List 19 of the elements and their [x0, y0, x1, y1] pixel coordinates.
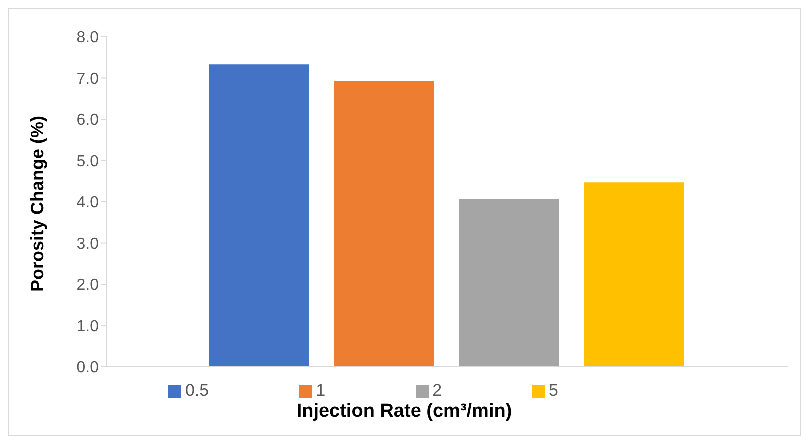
- y-axis-title: Porosity Change (%): [27, 116, 48, 292]
- y-tick-label: 5.0: [76, 153, 100, 170]
- y-tick-label: 4.0: [76, 194, 100, 212]
- legend-label: 0.5: [185, 381, 210, 400]
- y-tick-label: 8.0: [76, 30, 100, 47]
- y-tick-label: 7.0: [76, 70, 100, 88]
- legend-label: 1: [316, 381, 326, 400]
- bar: [334, 81, 434, 367]
- y-tick-label: 6.0: [76, 112, 100, 130]
- bar: [459, 200, 560, 367]
- legend-label: 2: [432, 381, 442, 400]
- y-tick-label: 1.0: [76, 318, 100, 336]
- x-axis-title: Injection Rate (cm³/min): [296, 401, 514, 423]
- y-tick-label: 3.0: [76, 236, 100, 253]
- legend-label: 5: [549, 381, 559, 400]
- y-tick-label: 2.0: [76, 277, 100, 294]
- bar: [584, 182, 684, 367]
- y-tick-label: 0.0: [76, 360, 100, 377]
- bar: [209, 64, 310, 367]
